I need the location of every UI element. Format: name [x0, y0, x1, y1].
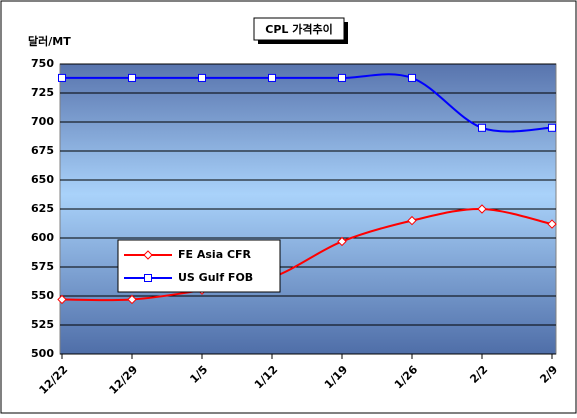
data-point	[268, 73, 276, 82]
data-point	[57, 294, 67, 305]
y-tick-label: 725	[31, 86, 54, 99]
y-tick-label: 550	[31, 289, 54, 302]
data-point	[198, 73, 206, 82]
legend-label: FE Asia CFR	[178, 248, 252, 261]
legend-box	[117, 239, 281, 293]
y-tick-label: 525	[31, 318, 54, 331]
y-tick-label: 675	[31, 144, 54, 157]
data-point	[127, 294, 137, 305]
y-tick-label: 600	[31, 231, 54, 244]
data-point	[337, 236, 347, 247]
data-point	[548, 123, 556, 132]
data-point	[128, 73, 136, 82]
data-point	[407, 215, 417, 226]
data-point	[338, 73, 346, 82]
series-line	[61, 207, 553, 302]
data-point	[58, 73, 66, 82]
data-point	[477, 204, 487, 214]
data-point	[408, 73, 416, 82]
legend-label: US Gulf FOB	[178, 271, 253, 284]
y-tick-label: 750	[31, 57, 54, 70]
series-line	[62, 73, 553, 133]
y-tick-label: 650	[31, 173, 54, 186]
legend-marker	[144, 274, 152, 282]
y-tick-label: 625	[31, 202, 54, 215]
data-point	[478, 123, 486, 132]
legend-marker	[143, 250, 153, 260]
title-box	[253, 17, 345, 41]
y-tick-label: 700	[31, 115, 54, 128]
y-tick-label: 575	[31, 260, 54, 273]
y-tick-label: 500	[31, 347, 54, 360]
chart-title: CPL 가격추이	[265, 22, 332, 36]
y-axis-label: 달러/MT	[28, 34, 71, 48]
data-point	[547, 219, 557, 229]
legend: FE Asia CFR US Gulf FOB	[117, 239, 281, 293]
